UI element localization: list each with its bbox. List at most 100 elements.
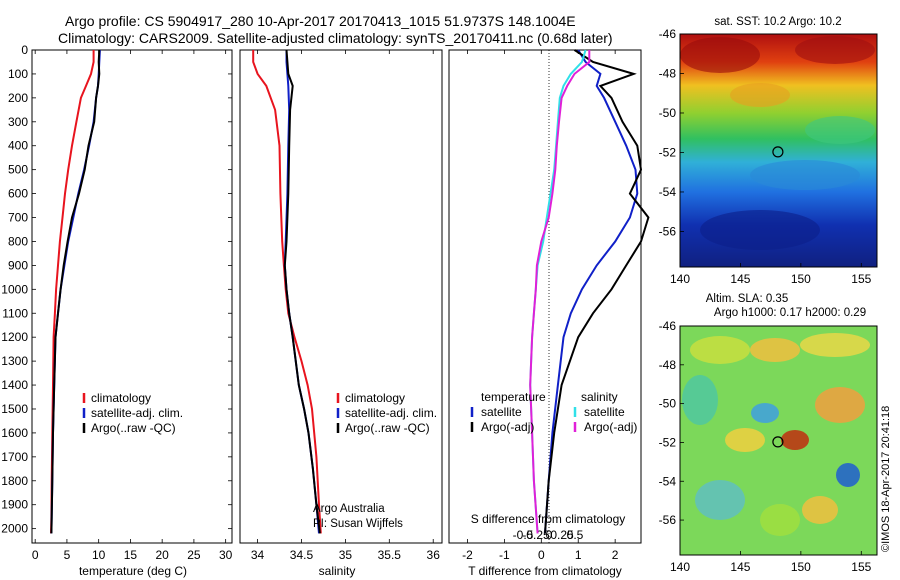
map-x-tick-label: 150 xyxy=(791,560,811,574)
x-tick-label: 30 xyxy=(219,548,233,562)
x-tick-label: 0 xyxy=(538,548,545,562)
map-y-tick-label: -52 xyxy=(659,435,677,449)
x-tick-label: 35.5 xyxy=(378,548,402,562)
x-tick-label: 2 xyxy=(612,548,619,562)
s-tick-label: -0.25 xyxy=(522,528,550,542)
map-y-tick-label: -46 xyxy=(659,27,677,41)
y-tick-label: 800 xyxy=(8,234,28,248)
x-tick-label: 35 xyxy=(339,548,353,562)
legend-group-title: temperature xyxy=(481,390,546,404)
x-tick-label: 1 xyxy=(575,548,582,562)
y-tick-label: 400 xyxy=(8,139,28,153)
y-tick-label: 500 xyxy=(8,163,28,177)
x-tick-label: 20 xyxy=(155,548,169,562)
y-tick-label: 600 xyxy=(8,187,28,201)
temperature-xlabel: temperature (deg C) xyxy=(79,564,187,578)
legend-group-title: salinity xyxy=(581,390,618,404)
y-tick-label: 1000 xyxy=(1,282,28,296)
s-tick-label: -0.5 xyxy=(513,528,534,542)
map-x-tick-label: 145 xyxy=(730,560,750,574)
map-x-tick-label: 145 xyxy=(730,272,750,286)
y-tick-label: 100 xyxy=(8,67,28,81)
difference-xlabel: T difference from climatology xyxy=(468,564,622,578)
annotation-pi: PI: Susan Wijffels xyxy=(313,518,403,530)
sla-map-panel: 140 145 150 155 -46 -48 -50 -52 -54 -56 xyxy=(659,319,878,574)
x-tick-label: -2 xyxy=(462,548,473,562)
y-tick-label: 300 xyxy=(8,115,28,129)
sla-map-title-line2: Argo h1000: 0.17 h2000: 0.29 xyxy=(714,307,866,319)
y-tick-label: 1400 xyxy=(1,378,28,392)
map-y-tick-label: -46 xyxy=(659,319,677,333)
legend-label: Argo(-adj) xyxy=(584,420,637,434)
map-x-tick-label: 140 xyxy=(670,560,690,574)
y-tick-label: 2000 xyxy=(1,522,28,536)
y-tick-label: 1900 xyxy=(1,498,28,512)
legend-label: Argo(..raw -QC) xyxy=(345,421,430,435)
map-y-tick-label: -48 xyxy=(659,66,677,80)
legend-label: climatology xyxy=(91,391,151,405)
y-tick-label: 200 xyxy=(8,91,28,105)
argo-position-marker xyxy=(772,146,784,158)
legend-label: Argo(..raw -QC) xyxy=(91,421,176,435)
x-tick-label: 34.5 xyxy=(290,548,314,562)
series-line-2-0 xyxy=(544,49,639,534)
salinity-xlabel: salinity xyxy=(319,564,356,578)
x-tick-label: 5 xyxy=(64,548,71,562)
series-line-2-1 xyxy=(544,49,650,534)
sst-map-title: sat. SST: 10.2 Argo: 10.2 xyxy=(714,16,841,28)
s-tick-label: 0.5 xyxy=(567,528,584,542)
map-y-tick-label: -56 xyxy=(659,224,677,238)
salinity-panel: 34 34.5 35 35.5 36 climatologysatellite-adj.… xyxy=(239,49,443,562)
s-tick-label: 0 xyxy=(546,528,553,542)
y-tick-label: 900 xyxy=(8,258,28,272)
x-tick-label: -1 xyxy=(499,548,510,562)
argo-position-marker xyxy=(772,436,784,448)
x-tick-label: 15 xyxy=(124,548,138,562)
annotation-argo-australia: Argo Australia xyxy=(313,503,385,515)
credit-text: ©IMOS 18-Apr-2017 20:41:18 xyxy=(880,406,892,552)
sla-map-title-line1: Altim. SLA: 0.35 xyxy=(706,293,788,305)
x-tick-label: 34 xyxy=(251,548,265,562)
map-y-tick-label: -50 xyxy=(659,106,677,120)
header-line2: Climatology: CARS2009. Satellite-adjuste… xyxy=(58,30,613,46)
x-tick-label: 25 xyxy=(187,548,201,562)
y-tick-label: 1500 xyxy=(1,402,28,416)
y-tick-label: 1800 xyxy=(1,474,28,488)
legend-label: satellite-adj. clim. xyxy=(345,406,437,420)
map-x-tick-label: 140 xyxy=(670,272,690,286)
map-x-tick-label: 155 xyxy=(851,272,871,286)
x-tick-label: 10 xyxy=(92,548,106,562)
series-line-2-3 xyxy=(529,50,591,534)
map-y-tick-label: -48 xyxy=(659,358,677,372)
s-tick-label: 0.25 xyxy=(550,528,574,542)
series-line-0-2 xyxy=(50,49,101,534)
temperature-panel: 0100200300400500600700800900100011001200… xyxy=(1,43,641,562)
y-tick-label: 1300 xyxy=(1,354,28,368)
legend-label: climatology xyxy=(345,391,405,405)
y-tick-label: 1600 xyxy=(1,426,28,440)
map-x-tick-label: 155 xyxy=(851,560,871,574)
map-y-tick-label: -50 xyxy=(659,397,677,411)
y-tick-label: 0 xyxy=(21,43,28,57)
difference-xlabel-top: S difference from climatology xyxy=(471,512,626,526)
y-tick-label: 1200 xyxy=(1,330,28,344)
series-line-1-2 xyxy=(283,49,321,534)
legend-label: satellite-adj. clim. xyxy=(91,406,183,420)
x-tick-label: 0 xyxy=(32,548,39,562)
y-tick-label: 700 xyxy=(8,211,28,225)
legend-label: satellite xyxy=(481,405,522,419)
legend-label: Argo(-adj) xyxy=(481,420,534,434)
x-tick-label: 36 xyxy=(427,548,441,562)
header-line1: Argo profile: CS 5904917_280 10-Apr-2017… xyxy=(65,13,576,29)
sst-map-panel: 140 145 150 155 -46 -48 -50 -52 -54 -56 xyxy=(659,27,878,286)
map-x-tick-label: 150 xyxy=(791,272,811,286)
map-y-tick-label: -54 xyxy=(659,474,677,488)
map-y-tick-label: -52 xyxy=(659,145,677,159)
map-y-tick-label: -54 xyxy=(659,185,677,199)
y-tick-label: 1100 xyxy=(2,306,28,320)
map-y-tick-label: -56 xyxy=(659,513,677,527)
legend-label: satellite xyxy=(584,405,625,419)
y-tick-label: 1700 xyxy=(1,450,28,464)
